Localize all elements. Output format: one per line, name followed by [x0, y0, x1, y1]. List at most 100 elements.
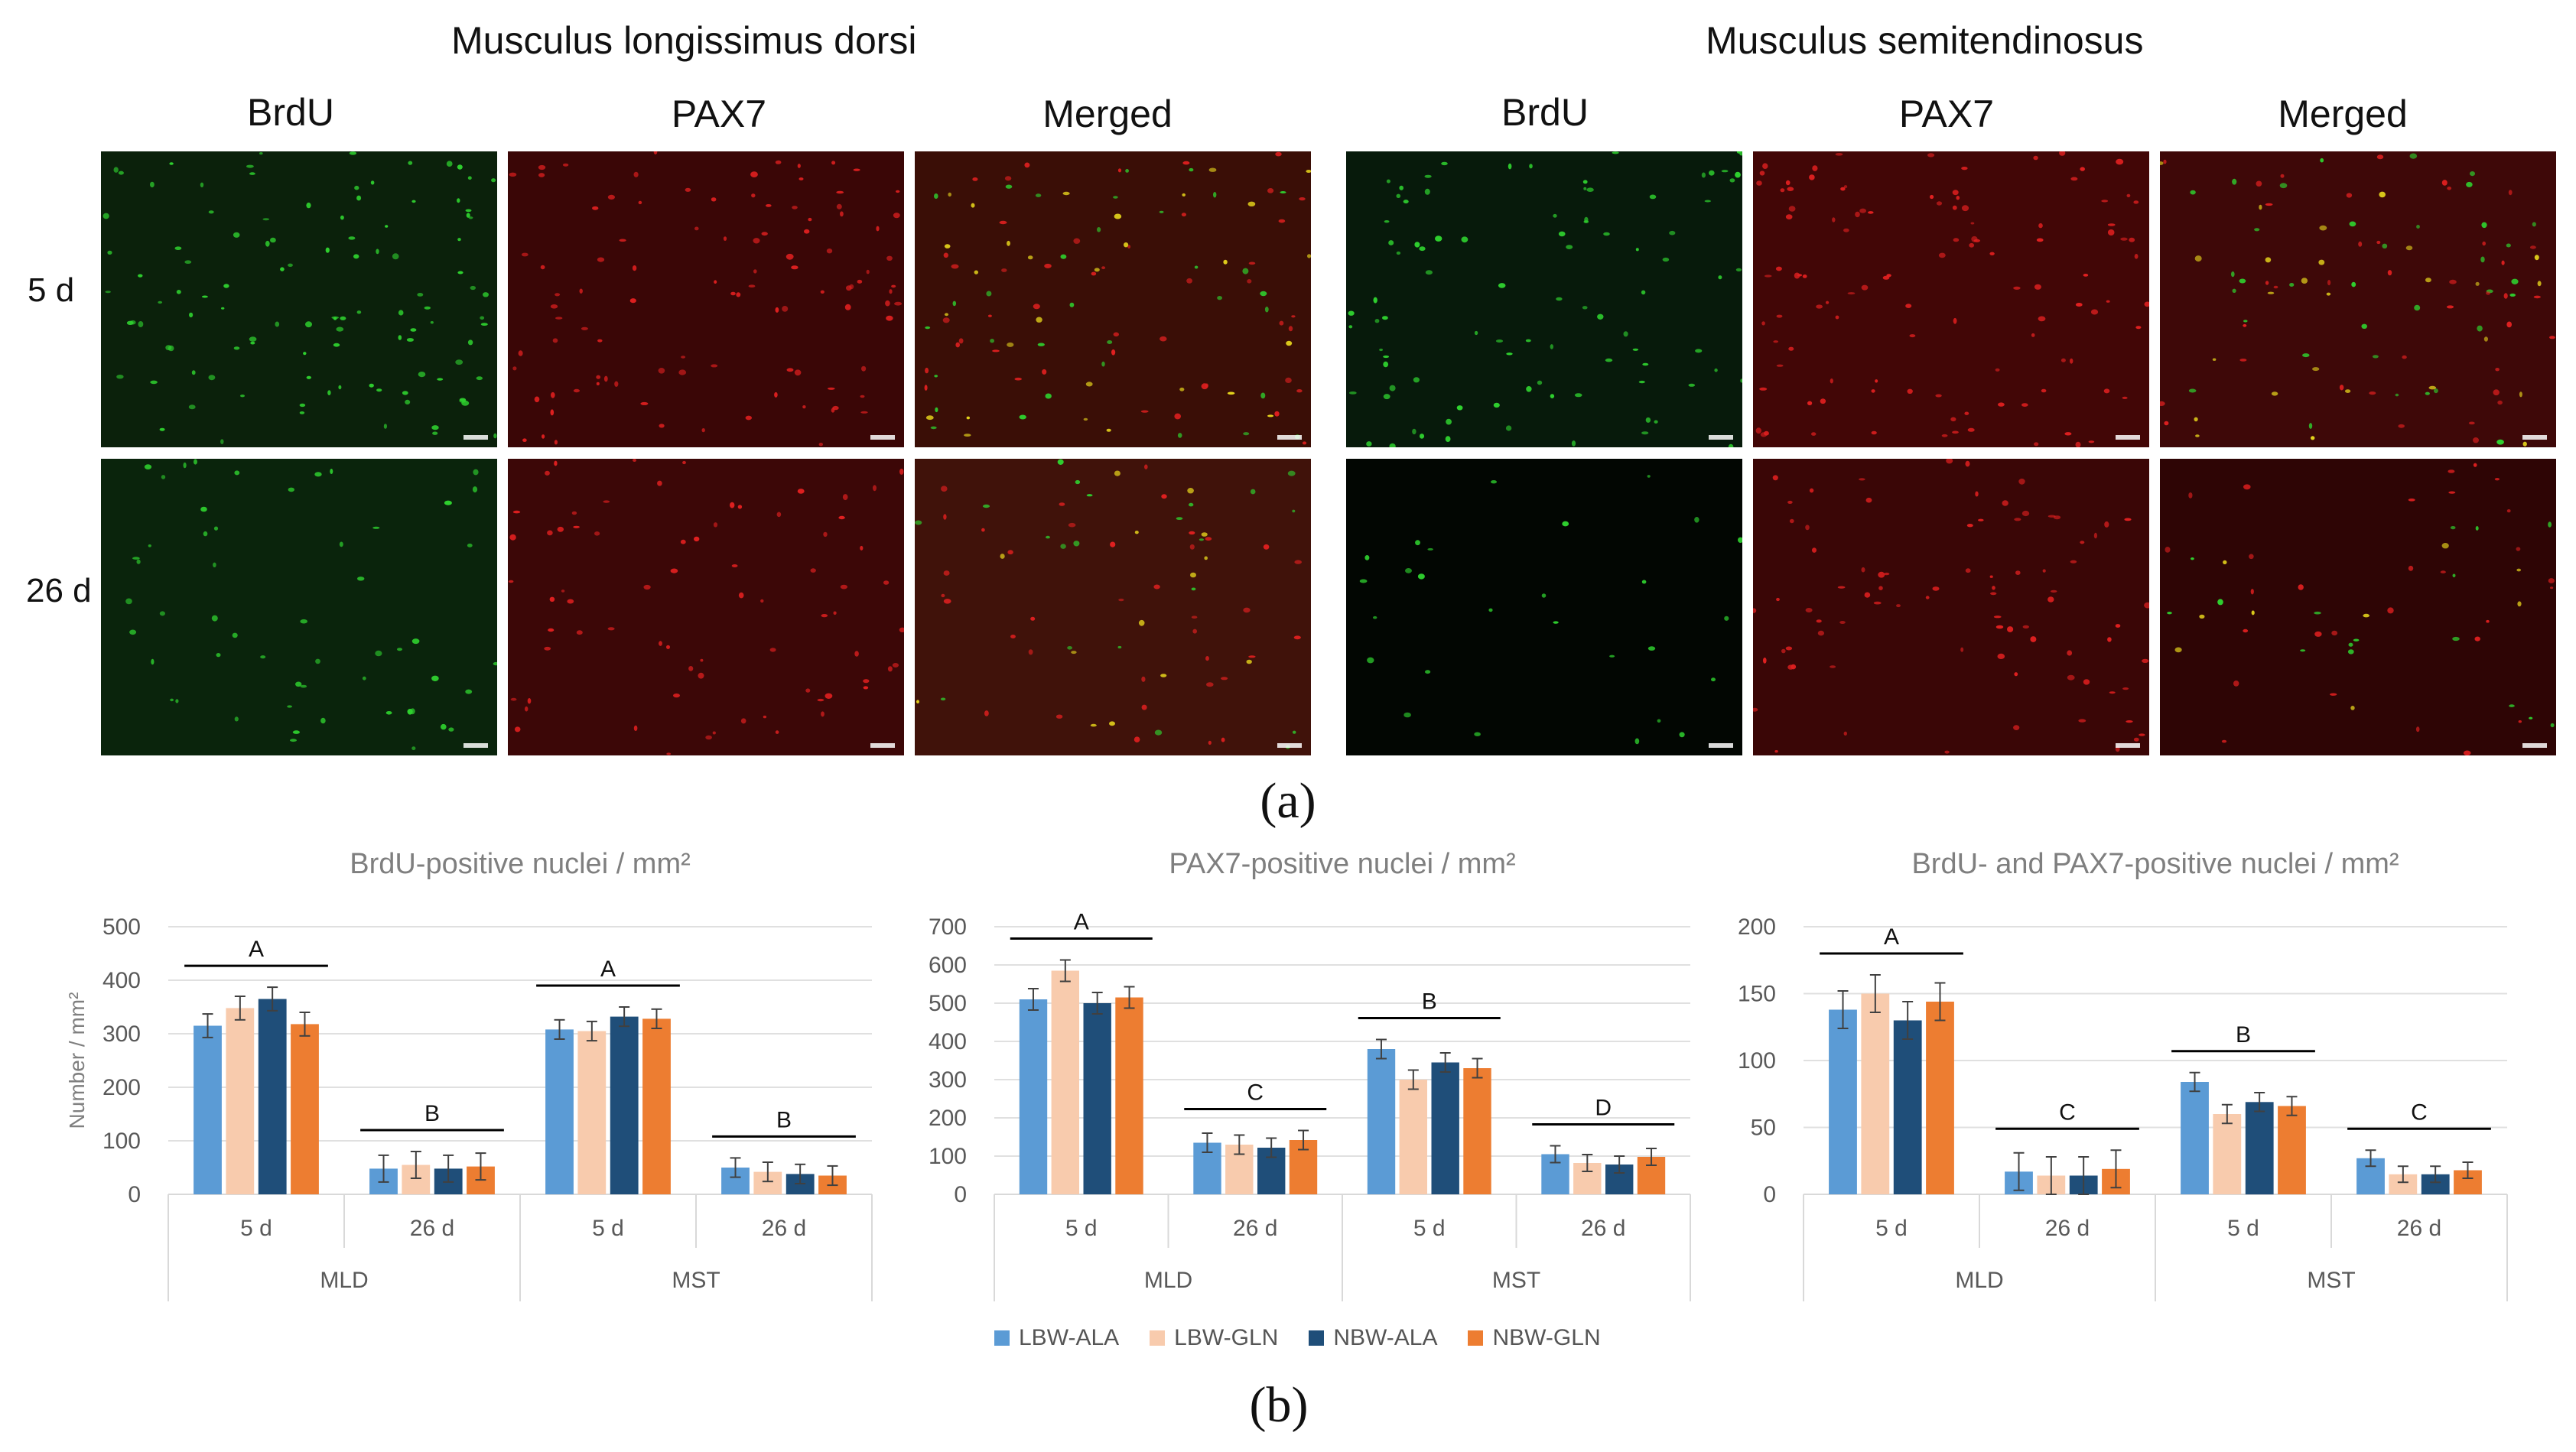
nucleus	[1424, 188, 1430, 195]
nucleus	[2501, 260, 2505, 265]
y-tick-label: 200	[102, 1075, 141, 1100]
nucleus	[1785, 646, 1793, 651]
nucleus	[1597, 313, 1604, 320]
nucleus	[1967, 427, 1975, 432]
nucleus	[353, 254, 359, 259]
nucleus	[1525, 339, 1531, 343]
nucleus	[2122, 396, 2128, 399]
nucleus	[1935, 394, 1942, 398]
nucleus	[1582, 306, 1588, 310]
nucleus	[2550, 586, 2554, 590]
nucleus	[259, 152, 263, 155]
nucleus	[1388, 240, 1394, 245]
nucleus	[385, 711, 392, 715]
nucleus	[188, 404, 196, 410]
nucleus	[555, 317, 563, 320]
nucleus	[1506, 352, 1513, 356]
nucleus	[943, 514, 947, 520]
nucleus	[1641, 580, 1647, 584]
nucleus	[2078, 719, 2086, 723]
nucleus	[2518, 720, 2522, 723]
nucleus	[540, 265, 545, 270]
nucleus	[1174, 413, 1181, 420]
nucleus	[886, 315, 893, 321]
nucleus	[1307, 254, 1311, 258]
nucleus	[1989, 575, 1993, 578]
nucleus	[643, 584, 651, 590]
nucleus	[2441, 180, 2448, 186]
nucleus	[211, 615, 218, 622]
nucleus	[2550, 723, 2555, 728]
nucleus	[2506, 243, 2511, 248]
nucleus	[817, 698, 825, 702]
nucleus	[992, 349, 1000, 352]
nucleus	[1861, 567, 1865, 573]
x-tick-label: 26 d	[2045, 1216, 2090, 1241]
nucleus	[1075, 479, 1081, 485]
nucleus	[372, 526, 380, 529]
micrograph-background	[2160, 151, 2556, 447]
nucleus	[2415, 726, 2420, 732]
nucleus	[1975, 491, 1979, 497]
micrograph-background	[1346, 151, 1742, 447]
nucleus	[2398, 424, 2405, 428]
nucleus	[1905, 304, 1912, 308]
y-tick-label: 300	[929, 1067, 967, 1093]
nucleus	[1488, 608, 1493, 612]
nucleus	[2495, 368, 2500, 372]
nucleus	[592, 206, 599, 210]
nucleus	[2331, 630, 2338, 636]
nucleus	[1182, 193, 1186, 197]
significance-letter: B	[424, 1101, 440, 1126]
nucleus	[1789, 518, 1794, 524]
nucleus	[2452, 573, 2456, 578]
nucleus	[2231, 271, 2235, 278]
nucleus	[249, 336, 257, 342]
nucleus	[1101, 361, 1105, 367]
nucleus	[320, 717, 326, 724]
nucleus	[1812, 547, 1817, 553]
nucleus	[356, 195, 362, 201]
nucleus	[2493, 389, 2500, 396]
nucleus	[472, 486, 478, 493]
nucleus	[1772, 475, 1778, 481]
nucleus	[1278, 219, 1286, 223]
nucleus	[398, 335, 402, 340]
nucleus	[2314, 631, 2322, 637]
y-tick-label: 100	[929, 1144, 967, 1169]
group-label: MLD	[1144, 1268, 1192, 1293]
nucleus	[891, 284, 896, 288]
nucleus	[1396, 193, 1401, 198]
nucleus	[2139, 733, 2145, 736]
nucleus	[1425, 270, 1433, 275]
nucleus	[1586, 187, 1594, 192]
nucleus	[1275, 151, 1282, 157]
nucleus	[2314, 611, 2321, 615]
significance-letter: A	[1884, 924, 1899, 950]
nucleus	[579, 288, 583, 294]
nucleus	[1205, 656, 1209, 661]
group-label: MLD	[1955, 1268, 2003, 1293]
nucleus	[1367, 657, 1374, 664]
nucleus	[1840, 187, 1846, 191]
nucleus	[300, 684, 307, 688]
nucleus	[2251, 610, 2255, 616]
nucleus	[1415, 540, 1420, 546]
nucleus	[191, 370, 196, 375]
nucleus	[1113, 332, 1119, 337]
nucleus	[1647, 475, 1651, 478]
nucleus	[860, 411, 868, 414]
nucleus	[832, 405, 839, 411]
nucleus	[1060, 254, 1067, 259]
nucleus	[1419, 434, 1425, 439]
nucleus	[1583, 220, 1589, 223]
nucleus	[2135, 326, 2142, 330]
nucleus	[653, 151, 658, 154]
nucleus	[2243, 323, 2247, 327]
x-tick-label: 5 d	[240, 1216, 272, 1241]
nucleus	[1805, 525, 1810, 531]
nucleus	[542, 434, 545, 439]
nucleus	[700, 658, 704, 662]
nucleus	[550, 304, 558, 309]
nucleus	[854, 651, 859, 657]
